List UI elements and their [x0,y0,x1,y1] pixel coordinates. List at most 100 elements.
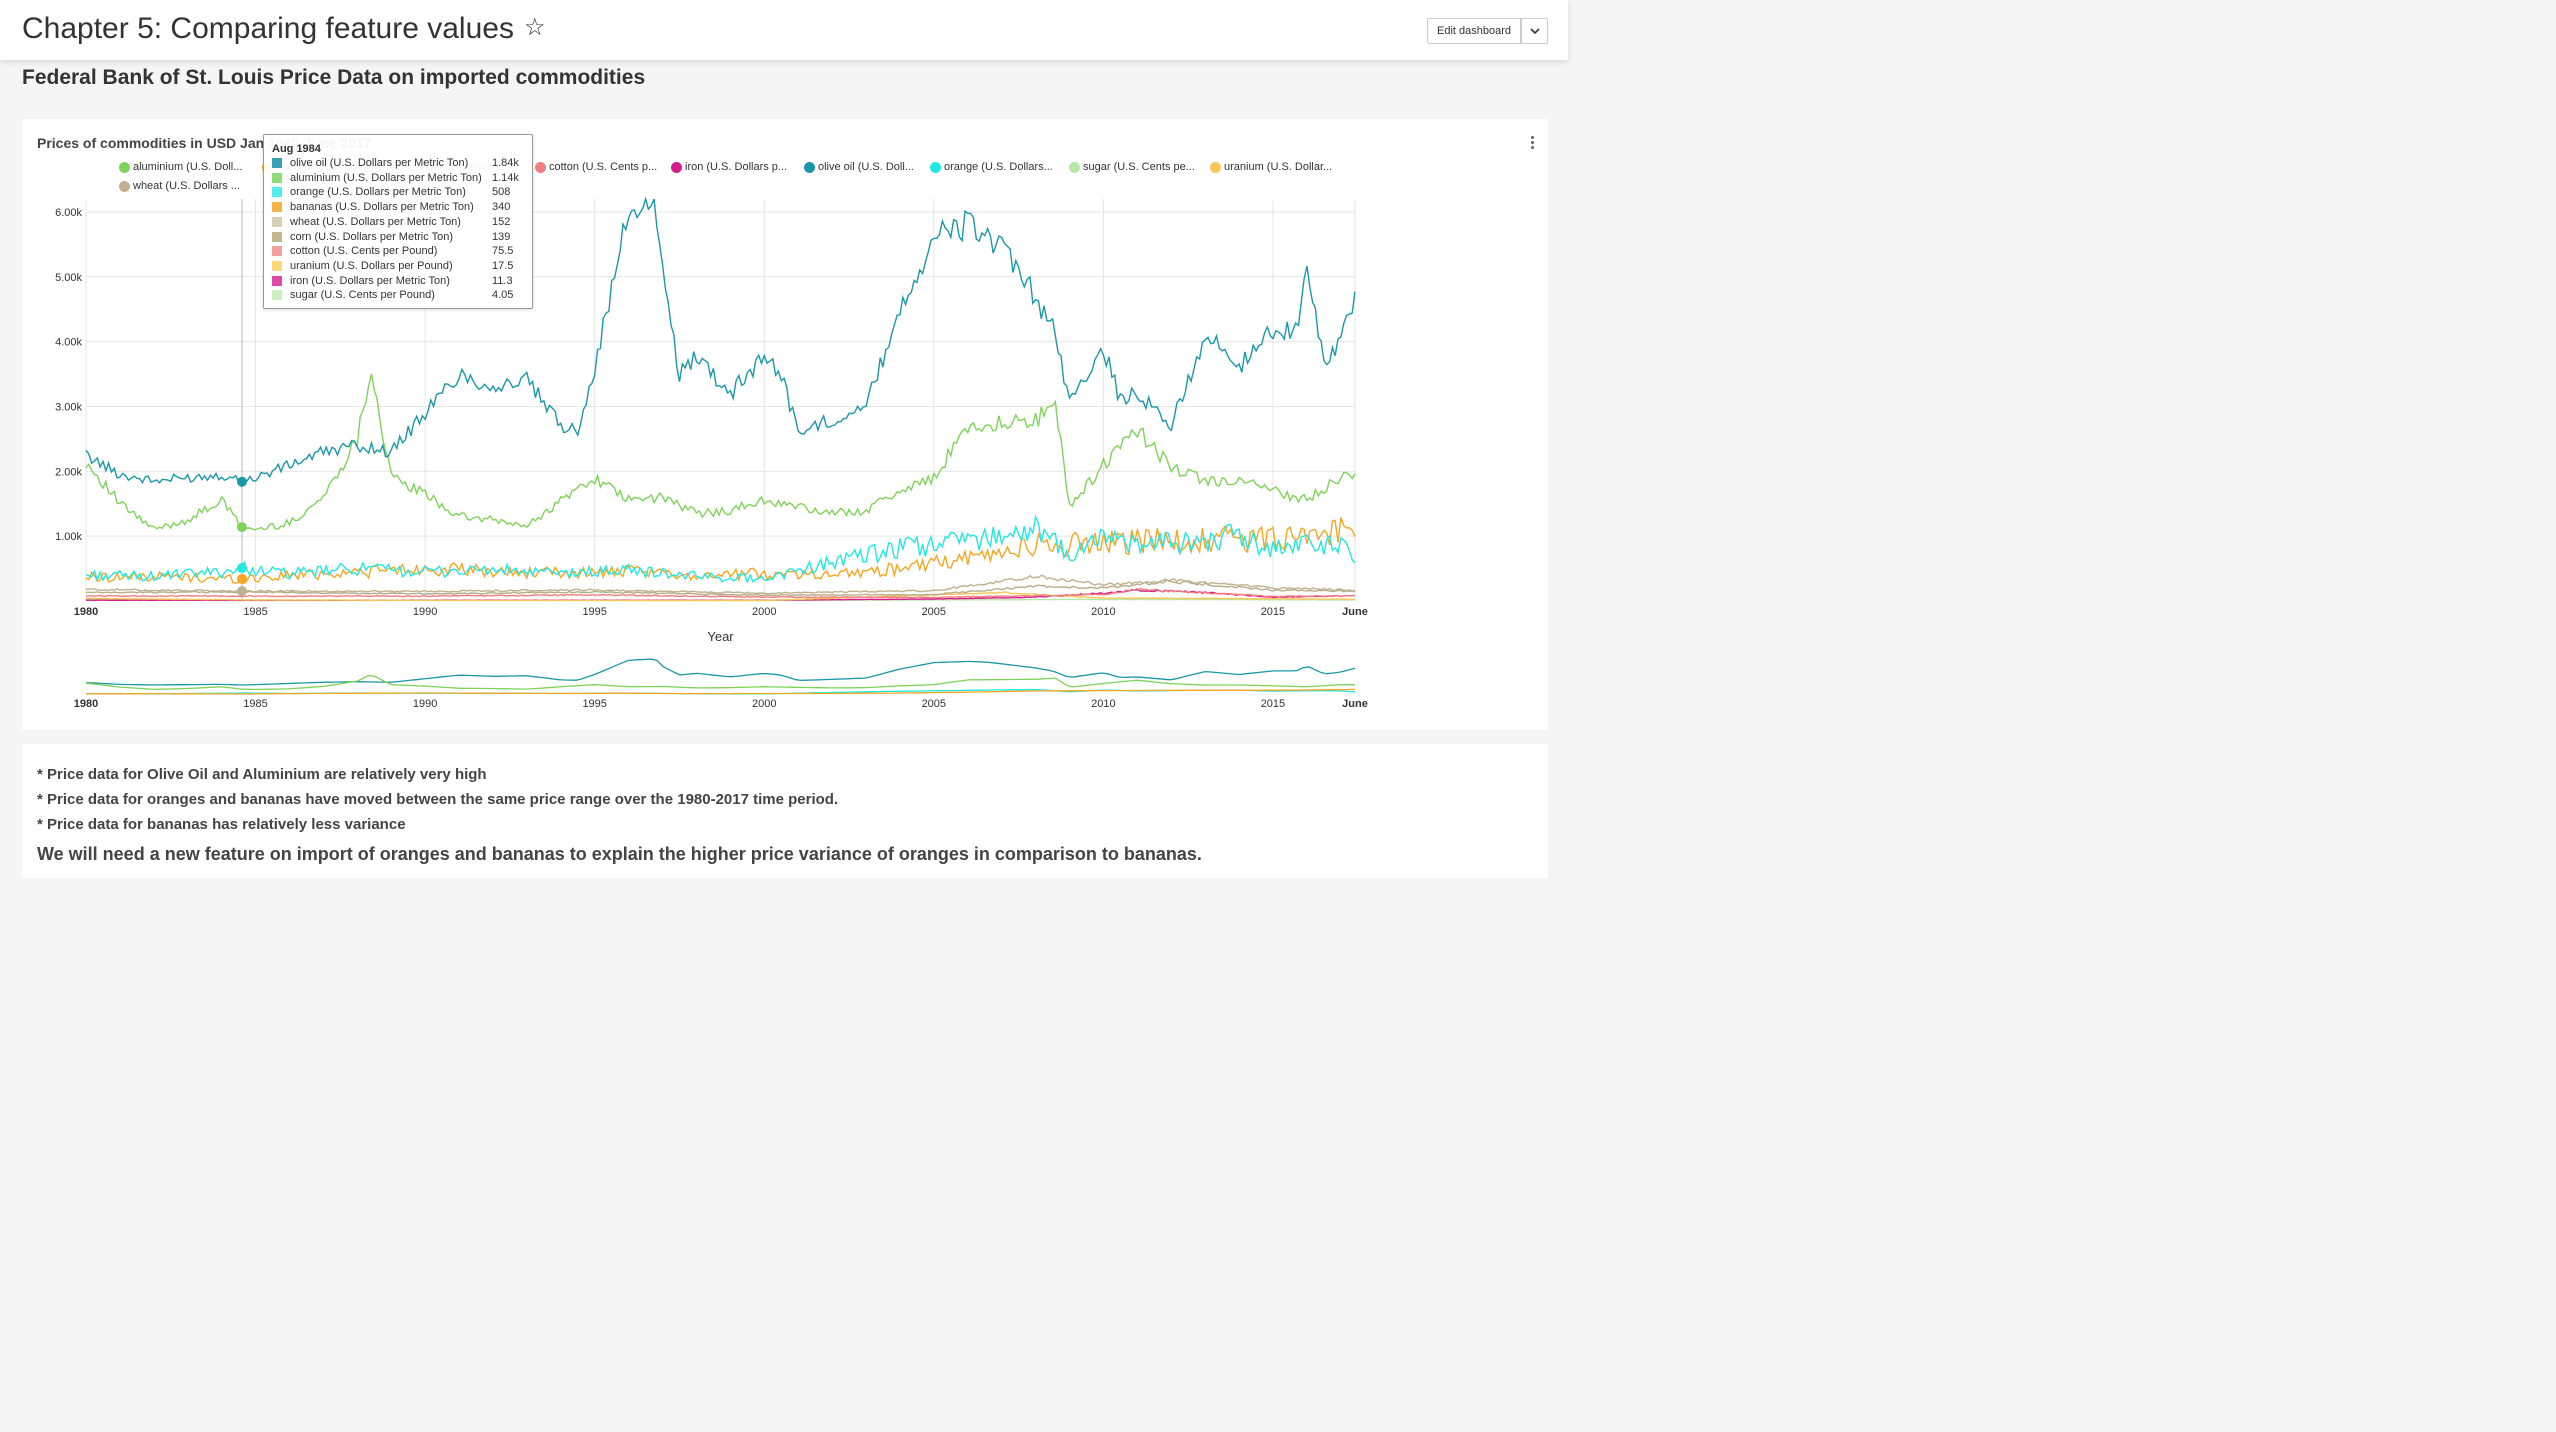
legend-item[interactable]: cotton (U.S. Cents p... [535,161,657,173]
legend-dot-icon [119,180,130,192]
navigator-tick-label: 1990 [413,698,437,710]
tooltip-series-value: 75.5 [492,245,514,258]
y-tick-label: 4.00k [55,337,82,349]
legend-item[interactable]: uranium (U.S. Dollar... [1210,161,1332,173]
tooltip-date: Aug 1984 [272,143,321,155]
legend-item[interactable]: olive oil (U.S. Doll... [804,161,914,173]
tooltip-series-value: 152 [492,215,511,228]
tooltip-series-value: 11.3 [492,274,513,287]
note-item: * Price data for Olive Oil and Aluminium… [37,766,487,783]
tooltip-series-name: cotton (U.S. Cents per Pound) [290,245,438,258]
legend-label: sugar (U.S. Cents pe... [1083,161,1195,173]
legend-label: wheat (U.S. Dollars ... [133,180,240,192]
tooltip-row: iron (U.S. Dollars per Metric Ton) 11.3 [272,274,527,288]
tooltip-swatch [272,246,282,257]
series-line[interactable] [85,196,1356,487]
conclusion-text: We will need a new feature on import of … [37,844,1202,864]
navigator-tick-label: 1985 [243,698,267,710]
navigator-line [85,658,1356,686]
series-line[interactable] [85,587,1356,599]
navigator-tick-label: June [1342,698,1368,710]
tooltip-series-name: wheat (U.S. Dollars per Metric Ton) [290,215,461,228]
legend-dot-icon [930,161,941,173]
chart-card: Prices of commodities in USD Jan 1980-Ju… [22,119,1548,730]
legend-label: uranium (U.S. Dollar... [1224,161,1333,173]
tooltip-row: uranium (U.S. Dollars per Pound) 17.5 [272,259,527,273]
tooltip-swatch [272,187,282,198]
tooltip-swatch [272,260,282,271]
legend-label: aluminium (U.S. Doll... [133,161,243,173]
navigator-line [85,674,1355,691]
star-icon[interactable]: ☆ [523,14,546,41]
navigator-tick-label: 1995 [582,698,606,710]
tooltip-row: bananas (U.S. Dollars per Metric Ton) 340 [272,200,527,214]
series-line[interactable] [85,574,1356,595]
edit-dashboard-button[interactable]: Edit dashboard [1427,18,1521,44]
series-line[interactable] [85,373,1356,532]
legend-label: iron (U.S. Dollars p... [685,161,788,173]
section-title: Federal Bank of St. Louis Price Data on … [22,66,646,89]
notes-card: * Price data for Olive Oil and Aluminium… [22,744,1548,878]
tooltip-series-value: 340 [492,201,511,214]
dashboard-menu-dropdown[interactable] [1521,18,1548,44]
tooltip-row: sugar (U.S. Cents per Pound) 4.05 [272,288,527,302]
series-line[interactable] [85,591,1356,602]
note-item: * Price data for oranges and bananas hav… [37,791,839,808]
x-tick-label: 1990 [413,606,437,618]
legend-dot-icon [119,161,130,173]
tooltip-series-value: 1.14k [492,171,519,184]
dashboard-header: Chapter 5: Comparing feature values ☆ Edi… [0,0,1568,60]
tooltip-series-name: olive oil (U.S. Dollars per Metric Ton) [290,157,469,169]
legend-dot-icon [804,161,815,173]
y-tick-label: 2.00k [55,466,82,478]
legend-dot-icon [1069,161,1080,173]
legend-item[interactable]: aluminium (U.S. Doll... [119,161,242,173]
legend-item[interactable]: sugar (U.S. Cents pe... [1069,161,1195,173]
tooltip-swatch [272,231,282,242]
navigator-tick-label: 2000 [752,698,776,710]
tooltip-row: cotton (U.S. Cents per Pound) 75.5 [272,244,527,258]
legend-item[interactable]: wheat (U.S. Dollars ... [119,180,240,192]
tooltip-series-name: corn (U.S. Dollars per Metric Ton) [290,230,454,243]
navigator-tick-label: 1980 [74,698,98,710]
navigator-tick-label: 2010 [1091,698,1115,710]
x-tick-label: 2000 [752,606,776,618]
tooltip-row: orange (U.S. Dollars per Metric Ton) 508 [272,185,527,199]
tooltip-series-name: orange (U.S. Dollars per Metric Ton) [290,186,466,199]
x-tick-label: 2010 [1091,606,1115,618]
chart-menu-icon[interactable] [1527,135,1537,153]
series-line[interactable] [85,514,1356,584]
tooltip-row: aluminium (U.S. Dollars per Metric Ton) 1… [272,171,527,185]
tooltip-row: olive oil (U.S. Dollars per Metric Ton) 1… [272,156,527,170]
y-tick-label: 3.00k [55,401,82,413]
x-axis-label: Year [707,629,734,644]
tooltip-series-value: 17.5 [492,259,514,272]
y-tick-label: 5.00k [55,272,82,284]
legend-label: orange (U.S. Dollars... [944,161,1053,173]
tooltip-swatch [272,158,282,168]
x-tick-label: 1980 [74,606,98,618]
y-tick-label: 1.00k [55,531,82,543]
x-tick-label: 2015 [1261,606,1285,618]
hover-point [236,476,247,487]
tooltip-series-name: sugar (U.S. Cents per Pound) [290,289,435,302]
tooltip-series-name: uranium (U.S. Dollars per Pound) [290,259,453,272]
tooltip-swatch [272,216,282,227]
hover-point [236,573,247,584]
legend-item[interactable]: iron (U.S. Dollars p... [671,161,787,173]
chevron-down-icon [1529,27,1540,34]
chart-plot[interactable]: 1.00k 2.00k 3.00k 4.00k 5.00k 6.00k 1980 1985 19… [22,119,1548,730]
tooltip-series-value: 1.84k [492,157,519,169]
hover-point [236,563,247,574]
y-tick-label: 6.00k [55,207,82,219]
tooltip-row: corn (U.S. Dollars per Metric Ton) 139 [272,230,527,244]
legend-label: olive oil (U.S. Doll... [818,161,914,173]
tooltip-swatch [272,275,282,286]
tooltip-series-value: 508 [492,186,511,199]
legend-label: cotton (U.S. Cents p... [549,161,658,173]
series-line[interactable] [85,517,1356,585]
navigator-line [86,688,1356,695]
legend-item[interactable]: orange (U.S. Dollars... [930,161,1053,173]
tooltip-series-value: 139 [492,230,511,243]
tooltip-row: wheat (U.S. Dollars per Metric Ton) 152 [272,215,527,229]
